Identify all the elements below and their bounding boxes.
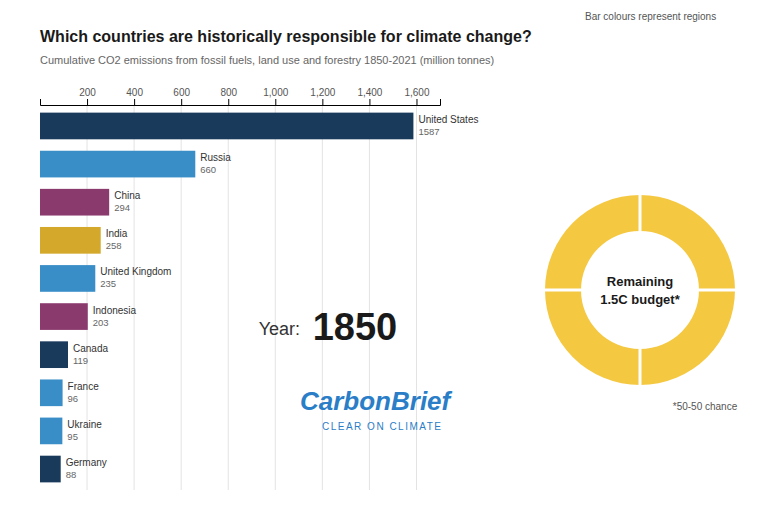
bar [40,418,62,445]
tick-label: 1,200 [310,87,335,98]
tick: 800 [220,87,237,105]
tick-mark [181,99,182,105]
data-label: 88 [66,469,77,480]
donut [545,195,735,385]
annotation: Year: [259,319,300,339]
data-label: 294 [114,202,130,213]
x-axis: 200 400 600 800 1,000 1,200 1,400 1,600 [41,87,441,106]
annotation: Bar colours represent regions [585,11,716,22]
axis-line [41,99,441,106]
tick: 1,400 [357,87,382,105]
tick-mark [87,99,88,105]
bar [40,113,413,140]
annotation: Remaining [607,274,674,289]
category-label: Canada [73,343,108,354]
grid-line [322,105,323,490]
tick-label: 800 [220,87,237,98]
data-label: 96 [68,393,79,404]
category-label: United States [418,114,478,125]
tick-mark [322,99,323,105]
donut-divider [699,289,735,292]
data-label: 660 [200,164,216,175]
tick: 1,000 [263,87,288,105]
bar-labels: United States Russia China India United King… [66,114,479,480]
tick-mark [228,99,229,105]
tick-mark [134,99,135,105]
donut-divider [639,195,642,231]
annotation: CLEAR ON CLIMATE [322,421,443,432]
tick-label: 1,000 [263,87,288,98]
category-label: Ukraine [67,419,102,430]
data-label: 203 [93,317,109,328]
tick-label: 200 [79,87,96,98]
tick-label: 600 [173,87,190,98]
tick: 200 [79,87,96,105]
title: Which countries are historically respons… [40,28,532,45]
data-label: 119 [73,355,88,366]
tick: 1,200 [310,87,335,105]
category-label: India [106,228,128,239]
tick-mark [275,99,276,105]
tick-label: 400 [126,87,143,98]
annotation: *50-50 chance [673,401,738,412]
category-label: Indonesia [93,305,137,316]
category-label: Germany [66,457,107,468]
bar [40,456,61,483]
plot: 200 400 600 800 1,000 1,200 1,400 1,600 United S… [40,87,478,490]
tick-label: 1,600 [404,87,429,98]
bar [40,227,101,254]
bar [40,341,68,368]
tick-mark [416,99,417,105]
donut-divider [545,289,581,292]
data-label: 95 [67,431,78,442]
subtitle: Cumulative CO2 emissions from fossil fue… [40,54,494,66]
tick-label: 1,400 [357,87,382,98]
donut-ring [545,195,735,385]
category-label: China [114,190,141,201]
tick: 1,600 [404,87,429,105]
bar [40,265,95,292]
bar [40,189,109,216]
tick: 600 [173,87,190,105]
grid-line [275,105,276,490]
annotation: CarbonBrief [300,386,453,416]
data-label: 235 [100,278,116,289]
bar [40,379,63,406]
chart: Which countries are historically respons… [0,0,780,520]
grid-line [416,105,417,490]
donut-divider [639,349,642,385]
data-label: 1587 [418,126,439,137]
tick: 400 [126,87,143,105]
category-label: United Kingdom [100,266,171,277]
category-label: Russia [200,152,231,163]
grid-line [369,105,370,490]
data-label: 258 [106,240,122,251]
category-label: France [68,381,100,392]
bar [40,151,195,178]
annotation: 1850 [313,306,398,348]
annotation: 1.5C budget* [600,292,680,307]
bar [40,303,88,330]
tick-mark [369,99,370,105]
